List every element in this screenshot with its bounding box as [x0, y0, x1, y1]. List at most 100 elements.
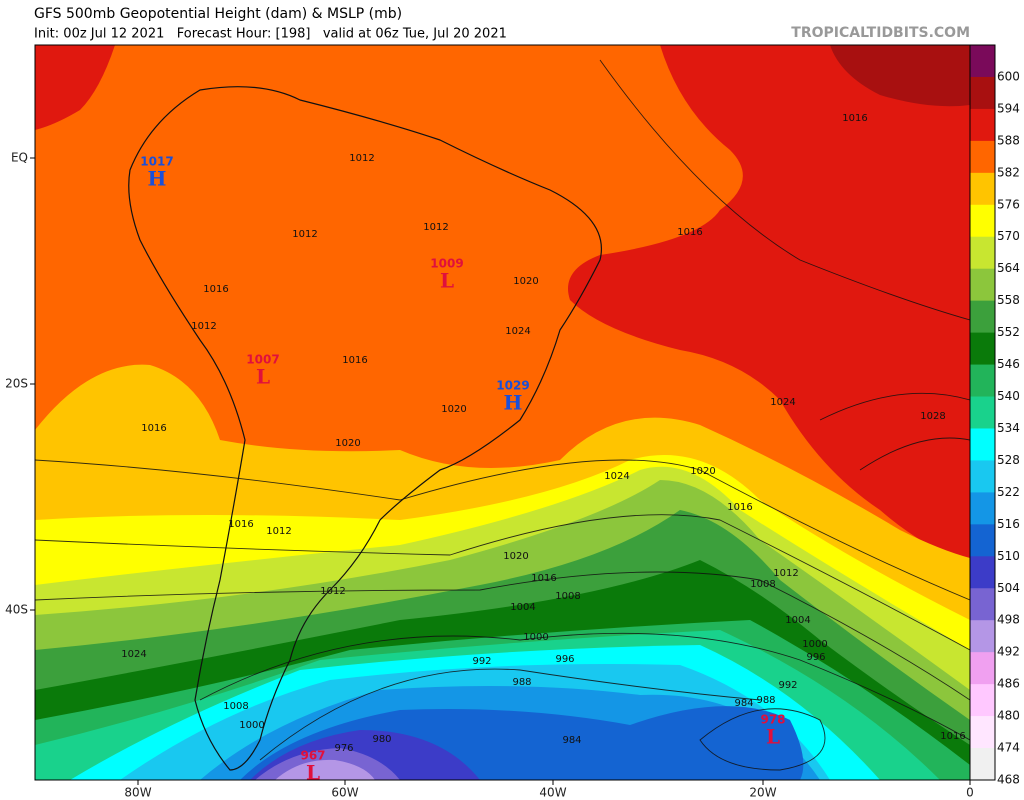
isobar-label: 1016 [842, 113, 867, 124]
isobar-label: 1020 [335, 438, 360, 449]
isobar-label: 1008 [750, 579, 775, 590]
colorbar-swatch [970, 204, 995, 238]
colorbar-label: 582 [997, 165, 1020, 179]
isobar-label: 992 [472, 656, 491, 667]
colorbar-label: 510 [997, 549, 1020, 563]
colorbar-swatch [970, 588, 995, 621]
lon-label: 20W [749, 786, 776, 800]
lat-label: 20S [5, 377, 28, 391]
colorbar-label: 486 [997, 677, 1020, 691]
colorbar-label: 492 [997, 645, 1020, 659]
isobar-label: 984 [562, 735, 581, 746]
colorbar-swatch [970, 620, 995, 653]
pressure-center-symbol: L [306, 761, 320, 785]
isobar-label: 1004 [510, 602, 535, 613]
colorbar-frame [969, 44, 996, 781]
colorbar-swatch [970, 652, 995, 685]
isobar-label: 1016 [228, 519, 253, 530]
lon-label: 0 [966, 786, 974, 800]
isobar-label: 1008 [555, 591, 580, 602]
colorbar-label: 588 [997, 133, 1020, 147]
isobar-label: 1012 [266, 526, 291, 537]
colorbar-label: 468 [997, 773, 1020, 787]
pressure-center-symbol: L [256, 365, 270, 389]
pressure-center-symbol: L [440, 269, 454, 293]
pressure-value: 1007 [246, 353, 279, 367]
lat-label: 40S [5, 603, 28, 617]
isobar-label: 976 [334, 743, 353, 754]
colorbar-swatch [970, 108, 995, 142]
isobar-label: 1008 [223, 701, 248, 712]
isobar-label: 1016 [677, 227, 702, 238]
colorbar-swatch [970, 364, 995, 398]
isobar-label: 1016 [203, 284, 228, 295]
colorbar-label: 480 [997, 709, 1020, 723]
colorbar-label: 540 [997, 389, 1020, 403]
isobar-label: 1012 [423, 222, 448, 233]
colorbar-swatch [970, 460, 995, 493]
isobar-label: 1024 [505, 326, 530, 337]
colorbar-label: 570 [997, 229, 1020, 243]
isobar-label: 988 [512, 677, 531, 688]
colorbar-swatch [970, 556, 995, 589]
isobar-label: 992 [778, 680, 797, 691]
colorbar-swatch [970, 396, 995, 429]
isobar-label: 1016 [342, 355, 367, 366]
isobar-label: 1016 [940, 731, 965, 742]
colorbar-label: 498 [997, 613, 1020, 627]
pressure-value: 1029 [496, 379, 529, 393]
colorbar-label: 516 [997, 517, 1020, 531]
colorbar-swatch [970, 684, 995, 717]
isobar-label: 1000 [802, 639, 827, 650]
lon-label: 60W [331, 786, 358, 800]
colorbar-swatch [970, 140, 995, 174]
colorbar-label: 600 [997, 69, 1020, 83]
colorbar-label: 552 [997, 325, 1020, 339]
colorbar-swatch [970, 172, 995, 206]
colorbar-swatch [970, 236, 995, 270]
colorbar-label: 528 [997, 453, 1020, 467]
pressure-center-symbol: L [766, 725, 780, 749]
colorbar-swatch [970, 268, 995, 302]
colorbar-swatch [970, 748, 995, 781]
isobar-label: 996 [555, 654, 574, 665]
isobar-label: 1016 [727, 502, 752, 513]
isobar-label: 1020 [513, 276, 538, 287]
isobar-label: 1012 [292, 229, 317, 240]
colorbar-swatch [970, 524, 995, 557]
isobar-label: 980 [372, 734, 391, 745]
site-credit: TROPICALTIDBITS.COM [791, 25, 970, 41]
title: GFS 500mb Geopotential Height (dam) & MS… [34, 6, 402, 22]
isobar-label: 1020 [690, 466, 715, 477]
isobar-label: 1016 [531, 573, 556, 584]
isobar-label: 1028 [920, 411, 945, 422]
colorbar-swatch [970, 45, 995, 78]
pressure-value: 1009 [430, 257, 463, 271]
colorbar-label: 576 [997, 197, 1020, 211]
colorbar-label: 564 [997, 261, 1020, 275]
colorbar-label: 504 [997, 581, 1020, 595]
lat-label: EQ [11, 151, 28, 165]
colorbar-label: 594 [997, 101, 1020, 115]
isobar-label: 1000 [239, 720, 264, 731]
subtitle: Init: 00z Jul 12 2021 Forecast Hour: [19… [34, 27, 507, 42]
colorbar-label: 546 [997, 357, 1020, 371]
isobar-label: 1012 [773, 568, 798, 579]
isobar-label: 1024 [604, 471, 629, 482]
colorbar-swatch [970, 300, 995, 334]
colorbar-label: 522 [997, 485, 1020, 499]
pressure-value: 978 [760, 713, 785, 727]
pressure-value: 967 [300, 749, 325, 763]
isobar-label: 1016 [141, 423, 166, 434]
colorbar-label: 534 [997, 421, 1020, 435]
isobar-label: 1000 [523, 632, 548, 643]
isobar-label: 996 [806, 652, 825, 663]
pressure-value: 1017 [140, 155, 173, 169]
isobar-label: 984 [734, 698, 753, 709]
colorbar-label: 474 [997, 741, 1020, 755]
isobar-label: 1024 [121, 649, 146, 660]
pressure-center-symbol: H [504, 391, 523, 415]
colorbar-swatch [970, 716, 995, 749]
isobar-label: 1004 [785, 615, 810, 626]
